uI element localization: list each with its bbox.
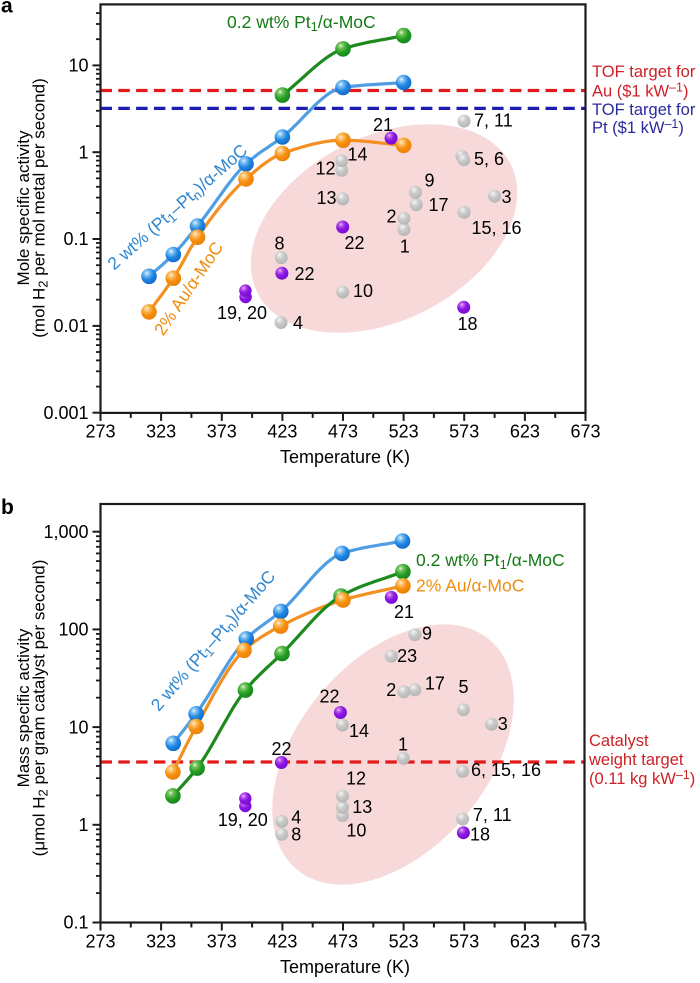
svg-text:10: 10 bbox=[346, 820, 366, 840]
svg-text:Au ($1 kW–1): Au ($1 kW–1) bbox=[592, 81, 688, 101]
svg-text:1: 1 bbox=[78, 142, 88, 162]
svg-text:673: 673 bbox=[570, 422, 600, 442]
svg-text:19, 20: 19, 20 bbox=[218, 810, 268, 830]
svg-text:573: 573 bbox=[449, 422, 479, 442]
svg-text:Mass specific activity: Mass specific activity bbox=[14, 628, 33, 787]
svg-text:(μmol H2 per gram catalyst per: (μmol H2 per gram catalyst per second) bbox=[30, 560, 51, 857]
svg-text:373: 373 bbox=[207, 422, 237, 442]
svg-text:623: 623 bbox=[510, 422, 540, 442]
svg-text:0.2 wt% Pt1/α-MoC: 0.2 wt% Pt1/α-MoC bbox=[416, 550, 565, 572]
svg-text:(0.11 kg kW–1): (0.11 kg kW–1) bbox=[589, 768, 695, 788]
svg-text:273: 273 bbox=[85, 422, 115, 442]
svg-text:8: 8 bbox=[291, 824, 301, 844]
svg-text:0.2 wt% Pt1/α-MoC: 0.2 wt% Pt1/α-MoC bbox=[227, 12, 376, 34]
svg-text:18: 18 bbox=[457, 314, 477, 334]
svg-text:10: 10 bbox=[68, 717, 88, 737]
svg-text:a: a bbox=[1, 0, 13, 18]
svg-text:21: 21 bbox=[394, 602, 414, 622]
svg-text:22: 22 bbox=[344, 233, 364, 253]
svg-text:473: 473 bbox=[328, 932, 358, 952]
svg-text:2: 2 bbox=[386, 680, 396, 700]
svg-text:2: 2 bbox=[386, 206, 396, 226]
svg-text:14: 14 bbox=[347, 145, 367, 165]
svg-text:22: 22 bbox=[295, 264, 315, 284]
svg-text:473: 473 bbox=[328, 422, 358, 442]
svg-text:10: 10 bbox=[68, 56, 88, 76]
svg-text:17: 17 bbox=[429, 195, 449, 215]
svg-text:12: 12 bbox=[315, 159, 335, 179]
svg-text:1,000: 1,000 bbox=[43, 522, 88, 542]
svg-text:9: 9 bbox=[422, 623, 432, 643]
svg-text:12: 12 bbox=[346, 768, 366, 788]
svg-text:0.01: 0.01 bbox=[53, 316, 88, 336]
svg-text:0.1: 0.1 bbox=[63, 913, 88, 933]
svg-text:15, 16: 15, 16 bbox=[472, 218, 522, 238]
svg-text:6, 15, 16: 6, 15, 16 bbox=[471, 760, 541, 780]
svg-text:14: 14 bbox=[349, 721, 369, 741]
svg-text:13: 13 bbox=[352, 797, 372, 817]
svg-text:Pt ($1 kW–1): Pt ($1 kW–1) bbox=[592, 117, 684, 137]
svg-text:18: 18 bbox=[470, 825, 490, 845]
svg-text:21: 21 bbox=[373, 115, 393, 135]
svg-text:523: 523 bbox=[389, 932, 419, 952]
svg-text:423: 423 bbox=[267, 422, 297, 442]
svg-text:TOF target for: TOF target for bbox=[592, 101, 696, 119]
svg-text:423: 423 bbox=[267, 932, 297, 952]
svg-text:13: 13 bbox=[316, 188, 336, 208]
svg-text:Catalyst: Catalyst bbox=[589, 732, 649, 750]
svg-text:Mole specific activity: Mole specific activity bbox=[14, 130, 33, 285]
svg-text:5, 6: 5, 6 bbox=[474, 149, 504, 169]
svg-text:1: 1 bbox=[78, 815, 88, 835]
svg-text:0.1: 0.1 bbox=[63, 229, 88, 249]
svg-text:(mol H2 per mol metal per seco: (mol H2 per mol metal per second) bbox=[30, 78, 51, 338]
svg-text:b: b bbox=[1, 496, 14, 519]
svg-text:10: 10 bbox=[353, 281, 373, 301]
svg-text:323: 323 bbox=[146, 422, 176, 442]
svg-text:573: 573 bbox=[449, 932, 479, 952]
svg-text:weight target: weight target bbox=[588, 751, 684, 769]
svg-text:673: 673 bbox=[570, 932, 600, 952]
svg-text:373: 373 bbox=[207, 932, 237, 952]
svg-text:3: 3 bbox=[498, 714, 508, 734]
svg-text:1: 1 bbox=[398, 735, 408, 755]
svg-text:0.001: 0.001 bbox=[43, 403, 88, 423]
svg-text:7, 11: 7, 11 bbox=[473, 805, 512, 825]
svg-text:22: 22 bbox=[319, 686, 339, 706]
svg-text:8: 8 bbox=[274, 234, 284, 254]
svg-text:523: 523 bbox=[389, 422, 419, 442]
svg-text:TOF target for: TOF target for bbox=[592, 63, 696, 81]
svg-text:273: 273 bbox=[85, 932, 115, 952]
svg-text:623: 623 bbox=[510, 932, 540, 952]
svg-text:1: 1 bbox=[400, 236, 410, 256]
svg-text:2% Au/α-MoC: 2% Au/α-MoC bbox=[416, 576, 524, 596]
svg-text:4: 4 bbox=[291, 807, 301, 827]
svg-text:Temperature (K): Temperature (K) bbox=[280, 447, 410, 467]
svg-text:3: 3 bbox=[502, 187, 512, 207]
svg-text:Temperature (K): Temperature (K) bbox=[280, 957, 410, 977]
svg-text:100: 100 bbox=[58, 620, 88, 640]
svg-text:323: 323 bbox=[146, 932, 176, 952]
svg-text:23: 23 bbox=[397, 646, 417, 666]
svg-text:22: 22 bbox=[271, 739, 291, 759]
svg-text:17: 17 bbox=[425, 674, 445, 694]
svg-text:9: 9 bbox=[425, 171, 435, 191]
svg-text:5: 5 bbox=[458, 677, 468, 697]
svg-text:4: 4 bbox=[293, 313, 303, 333]
svg-text:7, 11: 7, 11 bbox=[474, 111, 513, 131]
svg-text:19, 20: 19, 20 bbox=[217, 303, 267, 323]
